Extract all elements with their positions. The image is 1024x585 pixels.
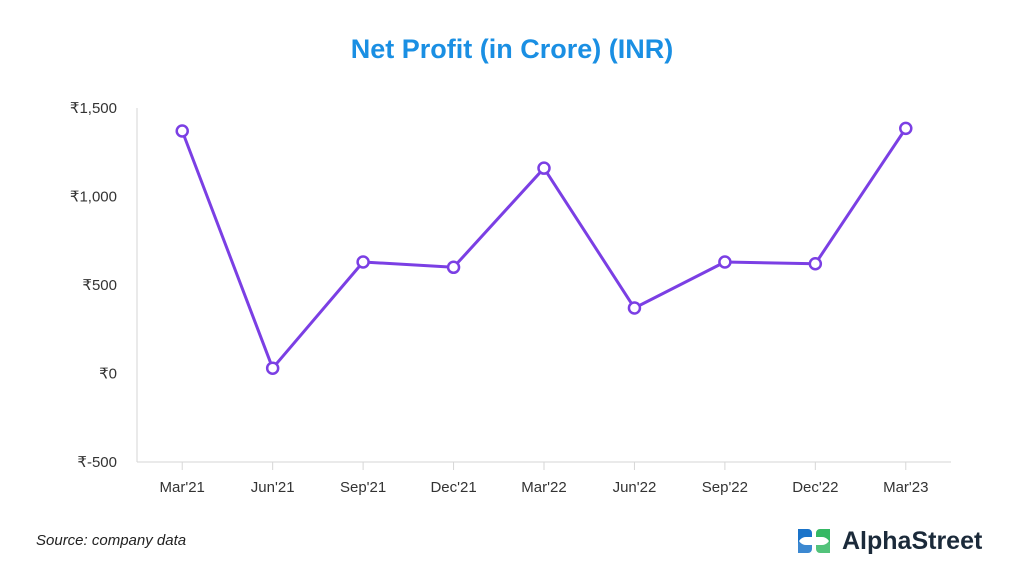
series-group xyxy=(175,121,913,375)
alphastreet-logo-icon xyxy=(798,529,830,553)
x-tick-label: Dec'22 xyxy=(792,479,838,496)
x-tick-label: Mar'22 xyxy=(521,479,566,496)
y-tick-label: ₹0 xyxy=(99,366,117,383)
y-tick-label: ₹-500 xyxy=(77,454,117,471)
brand-logo: AlphaStreet xyxy=(796,524,982,558)
data-point xyxy=(899,121,913,136)
data-point xyxy=(808,257,823,271)
data-point xyxy=(627,301,642,315)
x-tick-label: Mar'23 xyxy=(883,479,928,496)
x-tick-label: Mar'21 xyxy=(160,479,205,496)
x-tick-label: Jun'21 xyxy=(251,479,295,496)
x-tick-label: Sep'21 xyxy=(340,479,386,496)
y-tick-label: ₹500 xyxy=(82,277,117,294)
line-chart: ₹-500 ₹0 ₹500 ₹1,000 ₹1,500 Mar'21 Jun'21 Sep'… xyxy=(70,100,951,496)
data-point xyxy=(356,255,370,269)
x-tick-label: Dec'21 xyxy=(430,479,476,496)
y-tick-label: ₹1,000 xyxy=(70,189,117,206)
y-tick-label: ₹1,500 xyxy=(70,100,117,117)
data-point xyxy=(537,161,551,175)
x-axis: Mar'21 Jun'21 Sep'21 Dec'21 Mar'22 Jun'22 Sep'… xyxy=(137,461,951,496)
data-point xyxy=(718,255,732,269)
y-axis: ₹-500 ₹0 ₹500 ₹1,000 ₹1,500 xyxy=(70,100,138,471)
chart-title: Net Profit (in Crore) (INR) xyxy=(350,34,674,64)
x-tick-label: Sep'22 xyxy=(702,479,748,496)
source-note: Source: company data xyxy=(36,532,187,549)
data-point xyxy=(265,361,280,375)
brand-name: AlphaStreet xyxy=(842,526,983,555)
data-point xyxy=(175,124,189,138)
x-tick-label: Jun'22 xyxy=(613,479,657,496)
data-point xyxy=(446,260,461,275)
